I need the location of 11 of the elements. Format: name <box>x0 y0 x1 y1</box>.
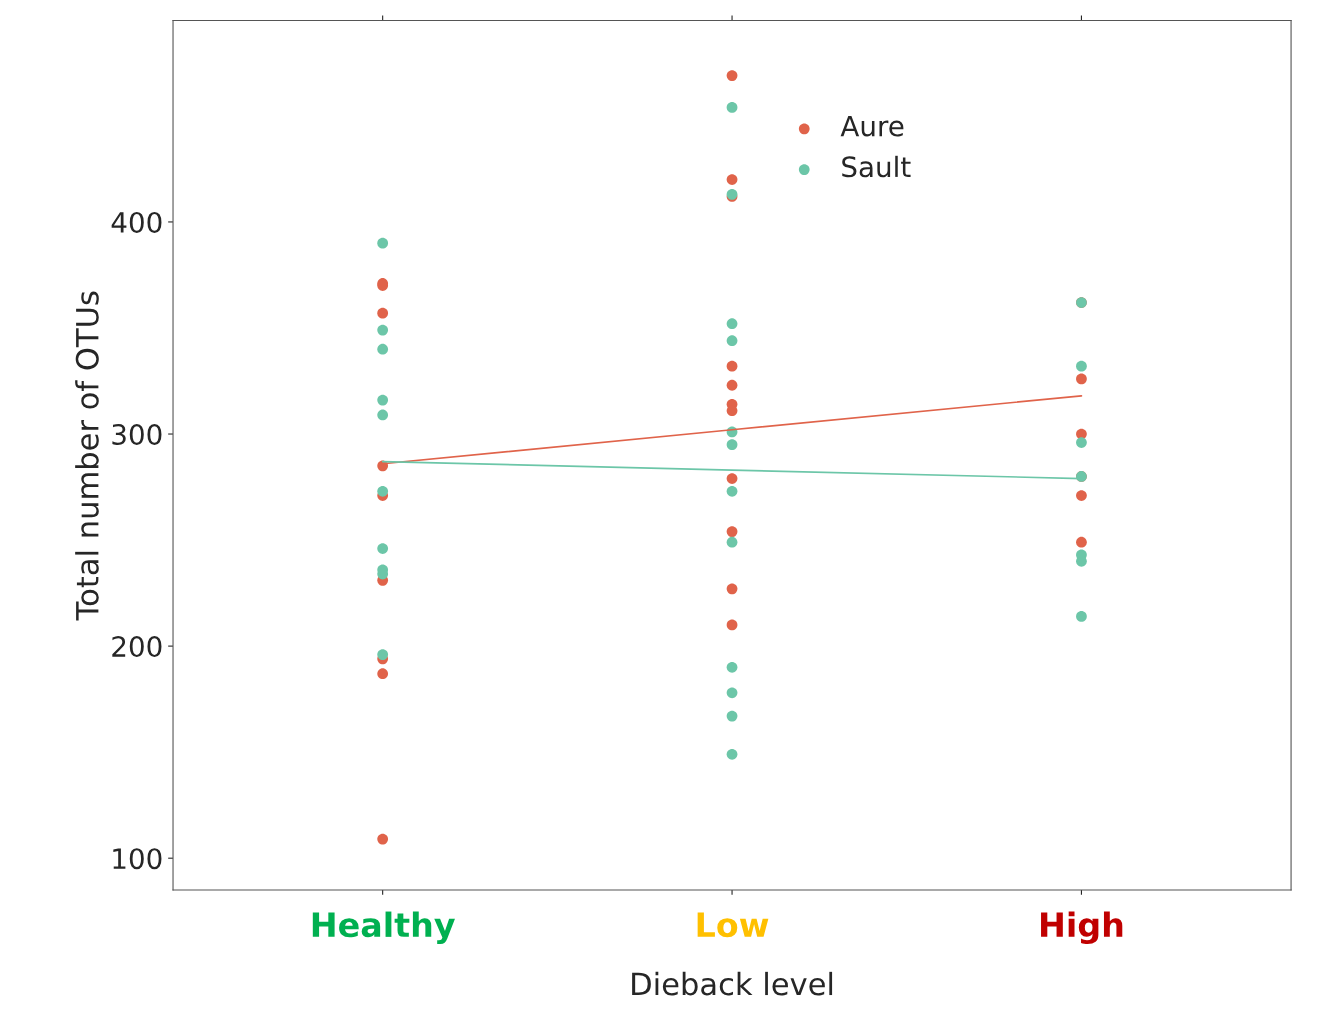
x-tick-label: High <box>1041 911 1123 945</box>
y-tick-label: 200 <box>112 636 162 658</box>
y-tick-label: 100 <box>113 848 162 870</box>
x-tick-label: Low <box>697 912 769 938</box>
legend-label: Aure <box>840 115 904 137</box>
x-axis-title: Dieback level <box>632 971 833 996</box>
y-tick-label: 300 <box>112 423 162 445</box>
x-tick-label: Healthy <box>312 911 455 945</box>
legend-label: Sault <box>842 155 911 178</box>
y-tick-label: 400 <box>111 211 162 233</box>
y-axis-title: Total number of OTUs <box>75 291 99 621</box>
